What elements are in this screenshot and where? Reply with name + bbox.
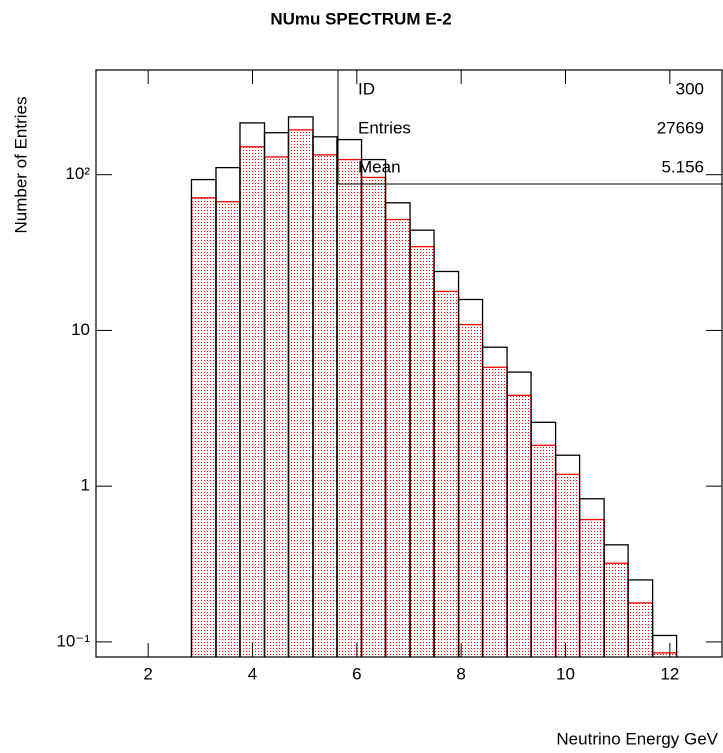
histogram-bar [384, 218, 411, 657]
histogram-bar [457, 323, 484, 657]
x-tick-label: 8 [456, 664, 465, 683]
x-tick-label: 6 [352, 664, 361, 683]
histogram-bar [554, 473, 581, 657]
y-tick-label: 10⁻¹ [56, 631, 90, 650]
stats-value: 27669 [657, 118, 704, 137]
histogram-bar [287, 129, 314, 657]
histogram-bar [627, 579, 654, 657]
histogram-bar [239, 146, 266, 657]
histogram-bar [530, 444, 557, 657]
histogram [190, 116, 678, 657]
histogram-bar [481, 366, 508, 657]
histogram-bar [603, 562, 629, 657]
stats-label: ID [358, 79, 375, 98]
histogram-bar [506, 394, 532, 657]
y-tick-label: 10 [71, 320, 90, 339]
chart-title: NUmu SPECTRUM E-2 [270, 9, 451, 28]
histogram-bar [263, 156, 290, 657]
x-tick-label: 10 [556, 664, 575, 683]
plot-frame [95, 69, 723, 658]
y-tick-label: 1 [81, 476, 90, 495]
stats-value: 5.156 [661, 157, 704, 176]
x-tick-label: 2 [143, 664, 152, 683]
histogram-bar [360, 176, 387, 657]
stats-value: 300 [676, 79, 704, 98]
histogram-bar [409, 246, 435, 657]
histogram-bar [627, 602, 654, 657]
histogram-bar [336, 158, 363, 657]
stats-label: Mean [358, 157, 401, 176]
x-tick-label: 4 [248, 664, 257, 683]
histogram-bar [312, 154, 338, 657]
histogram-bar [190, 197, 217, 657]
histogram-bar [215, 201, 241, 657]
stats-box: ID 300 Entries 27669 Mean 5.156 [337, 70, 722, 185]
x-axis-label: Neutrino Energy GeV [556, 729, 718, 748]
x-tick-label: 12 [660, 664, 679, 683]
stats-label: Entries [358, 118, 411, 137]
y-axis-label: Number of Entries [11, 97, 30, 234]
histogram-bar [651, 652, 678, 657]
histogram-bar [578, 518, 605, 657]
y-tick-label: 10² [65, 164, 90, 183]
histogram-bar [651, 634, 678, 657]
histogram-bar [433, 290, 460, 657]
